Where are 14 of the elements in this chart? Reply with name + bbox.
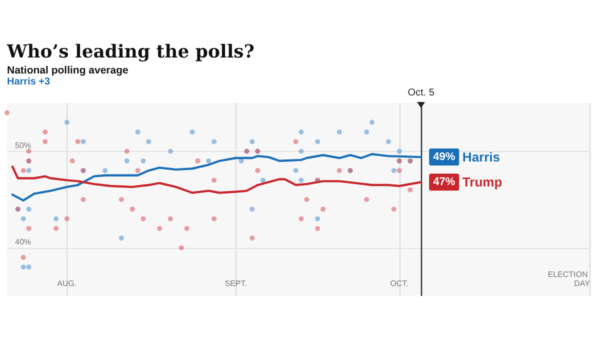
x-tick-label: OCT. <box>390 279 408 288</box>
y-tick-label: 50% <box>15 140 32 150</box>
chart-subtitle: National polling average <box>7 64 129 76</box>
text: Harris +3 <box>7 76 51 88</box>
legend-label: Trump <box>462 174 502 190</box>
x-tick-label: SEPT. <box>224 279 247 288</box>
y-tick-label: 40% <box>15 237 32 246</box>
x-tick-label: ELECTION DAY <box>548 270 591 288</box>
chart-title: Who’s leading the polls? <box>6 42 254 62</box>
data-label: 47% <box>433 176 456 188</box>
data-label: 49% <box>433 151 456 164</box>
x-tick-label: AUG. <box>57 279 77 288</box>
ref-line-label: Oct. 5 <box>408 88 435 98</box>
legend-label: Harris <box>462 150 500 165</box>
